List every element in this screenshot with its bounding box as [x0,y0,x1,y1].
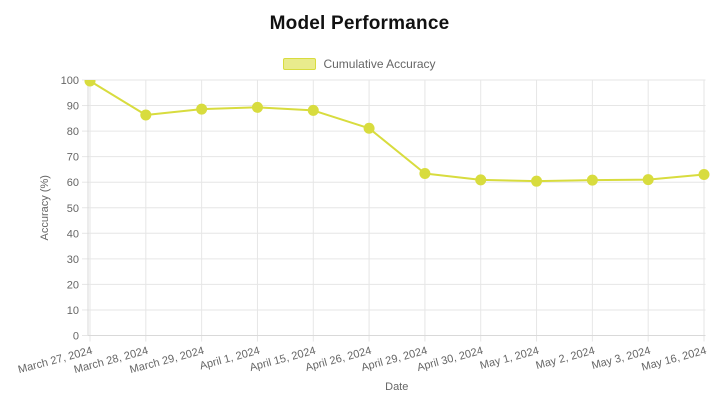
y-tick-label: 60 [67,177,79,189]
x-tick-label: May 2, 2024 [535,345,597,372]
y-tick-label: 100 [61,75,79,87]
x-tick-label: May 1, 2024 [479,345,541,372]
legend-item-cumulative-accuracy[interactable]: Cumulative Accuracy [0,56,719,72]
y-tick-label: 40 [67,228,79,240]
y-tick-label: 30 [67,254,79,266]
data-point [642,174,654,186]
y-tick-label: 10 [67,305,79,317]
data-point [698,169,710,181]
y-tick-label: 50 [67,203,79,215]
y-tick-label: 20 [67,279,79,291]
data-point [140,109,152,121]
data-point [84,80,96,87]
y-axis-title: Accuracy (%) [39,175,51,240]
legend-swatch-icon [283,58,317,70]
x-tick-label: May 16, 2024 [640,345,707,374]
chart-title: Model Performance [269,13,450,34]
y-tick-label: 70 [67,152,79,164]
legend-label: Cumulative Accuracy [323,57,436,71]
y-tick-label: 80 [67,126,79,138]
data-point [419,168,431,180]
data-point [586,174,598,186]
data-point [196,103,208,115]
data-point [475,174,487,186]
data-point [531,175,543,187]
data-point [251,101,263,113]
y-tick-label: 0 [73,331,79,343]
data-point [363,122,375,134]
series-line [89,80,705,183]
series-cumulative-accuracy [84,80,710,187]
y-tick-label: 90 [67,101,79,113]
data-point [307,104,319,116]
x-axis-title: Date [385,381,408,393]
